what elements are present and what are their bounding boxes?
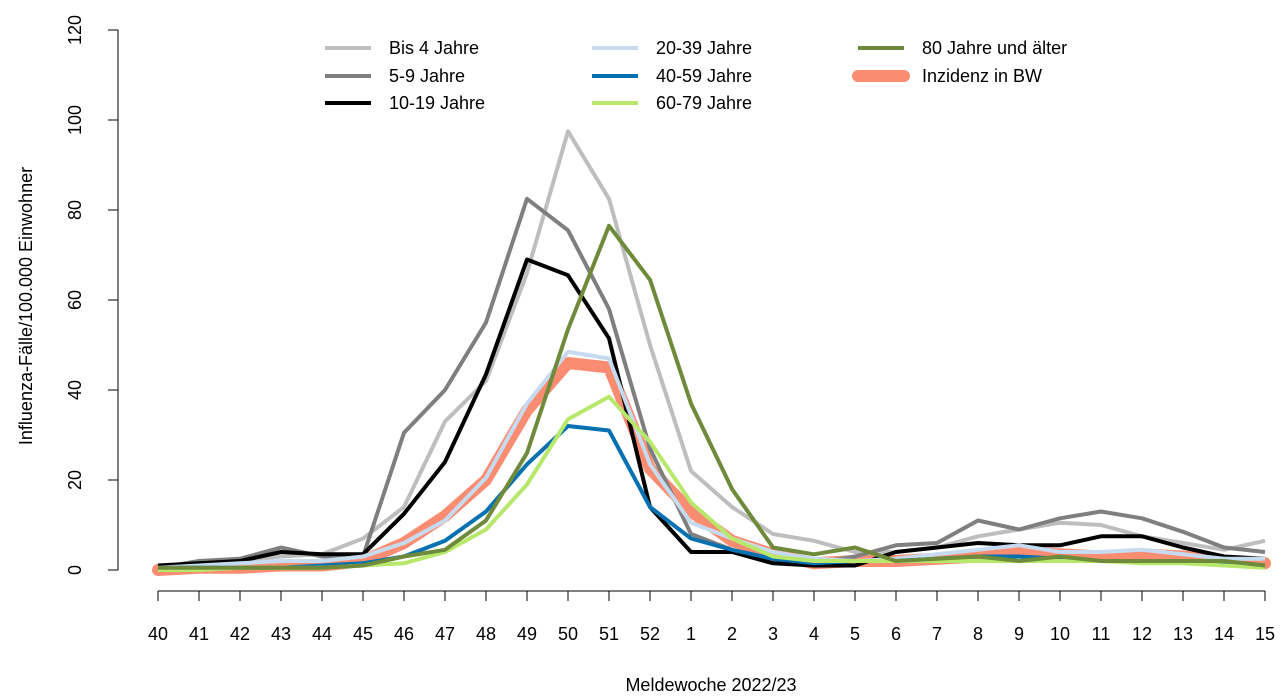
- y-tick-label: 60: [65, 290, 85, 310]
- x-tick-label: 15: [1255, 624, 1275, 644]
- y-tick-label: 20: [65, 470, 85, 490]
- legend-label: 10-19 Jahre: [389, 93, 485, 113]
- x-tick-label: 49: [517, 624, 537, 644]
- x-tick-label: 9: [1014, 624, 1024, 644]
- x-tick-label: 11: [1092, 624, 1111, 644]
- x-tick-label: 13: [1173, 624, 1193, 644]
- legend-label: 60-79 Jahre: [656, 93, 752, 113]
- y-tick-label: 120: [65, 15, 85, 45]
- x-tick-label: 5: [850, 624, 860, 644]
- x-tick-label: 52: [640, 624, 660, 644]
- x-tick-label: 7: [932, 624, 942, 644]
- x-axis-title: Meldewoche 2022/23: [625, 675, 796, 695]
- legend: Bis 4 Jahre 5-9 Jahre 10-19 Jahre 20-39 Jah…: [325, 38, 1067, 113]
- x-tick-label: 1: [686, 624, 696, 644]
- series-line-3: [157, 349, 1265, 570]
- series-line-2: [157, 257, 1266, 568]
- x-axis: 40 41 42 43 44 45 46 47 48 49 50 51 52 1 2 3 4 5 6 7 8 9 10 11 1…: [148, 590, 1275, 644]
- x-tick-label: 41: [189, 624, 209, 644]
- y-tick-label: 100: [65, 105, 85, 135]
- y-axis: 0 20 40 60 80 100 120: [65, 15, 119, 575]
- x-tick-label: 43: [271, 624, 291, 644]
- x-tick-label: 10: [1050, 624, 1070, 644]
- x-tick-label: 51: [599, 624, 619, 644]
- x-tick-label: 6: [891, 624, 901, 644]
- series-line-7: [152, 357, 1271, 576]
- x-tick-label: 50: [558, 624, 578, 644]
- series-lines: [152, 129, 1271, 576]
- x-tick-label: 46: [394, 624, 414, 644]
- series-line-1: [157, 196, 1266, 570]
- x-tick-label: 3: [768, 624, 778, 644]
- legend-label: 40-59 Jahre: [656, 66, 752, 86]
- y-tick-label: 80: [65, 200, 85, 220]
- x-tick-label: 47: [435, 624, 455, 644]
- x-tick-label: 48: [476, 624, 496, 644]
- x-tick-label: 45: [353, 624, 373, 644]
- series-line-0: [157, 129, 1266, 570]
- x-tick-label: 4: [809, 624, 819, 644]
- x-tick-label: 40: [148, 624, 168, 644]
- x-tick-label: 8: [973, 624, 983, 644]
- x-tick-label: 2: [727, 624, 737, 644]
- legend-label: 20-39 Jahre: [656, 38, 752, 58]
- x-tick-label: 14: [1214, 624, 1234, 644]
- legend-label: 80 Jahre und älter: [922, 38, 1067, 58]
- x-tick-label: 42: [230, 624, 250, 644]
- legend-label: Inzidenz in BW: [922, 66, 1042, 86]
- y-axis-title: Influenza-Fälle/100.000 Einwohner: [16, 167, 36, 445]
- series-line-6: [158, 223, 1266, 570]
- x-tick-label: 12: [1132, 624, 1152, 644]
- legend-label: 5-9 Jahre: [389, 66, 465, 86]
- y-tick-label: 40: [65, 380, 85, 400]
- y-tick-label: 0: [65, 565, 85, 575]
- x-tick-label: 44: [312, 624, 332, 644]
- legend-label: Bis 4 Jahre: [389, 38, 479, 58]
